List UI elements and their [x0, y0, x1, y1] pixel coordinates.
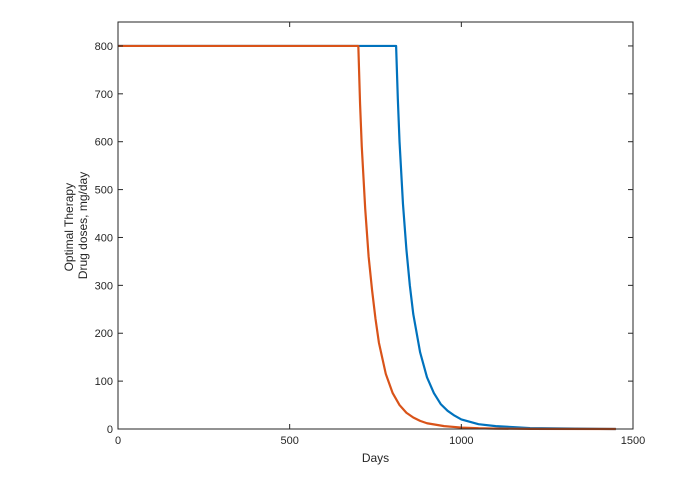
series-line-2 [118, 44, 616, 431]
y-tick-label: 600 [95, 137, 113, 149]
y-tick-label: 100 [95, 376, 113, 388]
x-tick-label: 1500 [621, 435, 645, 447]
series-layer [118, 44, 616, 431]
x-tick-label: 500 [280, 435, 298, 447]
series-line-1 [118, 44, 616, 431]
y-tick-label: 700 [95, 89, 113, 101]
y-tick-label: 400 [95, 232, 113, 244]
y-axis-label-line-2: Drug doses, mg/day [76, 172, 90, 279]
axes-box [117, 21, 634, 430]
x-tick-label: 1000 [449, 435, 473, 447]
y-tick-label: 0 [107, 424, 113, 436]
y-tick-label: 500 [95, 185, 113, 197]
x-tick-label: 0 [115, 435, 121, 447]
x-axis-label: Days [362, 451, 389, 465]
y-axis-ticks: 0 100 200 300 400 500 600 700 800 [95, 41, 633, 436]
y-axis-label: Optimal Therapy Drug doses, mg/day [62, 172, 90, 279]
plot-area [118, 22, 633, 429]
y-tick-label: 800 [95, 41, 113, 53]
y-tick-label: 200 [95, 328, 113, 340]
x-axis-ticks: 0 500 1000 1500 [115, 22, 645, 447]
y-axis-label-line-1: Optimal Therapy [62, 183, 76, 271]
y-tick-label: 300 [95, 280, 113, 292]
